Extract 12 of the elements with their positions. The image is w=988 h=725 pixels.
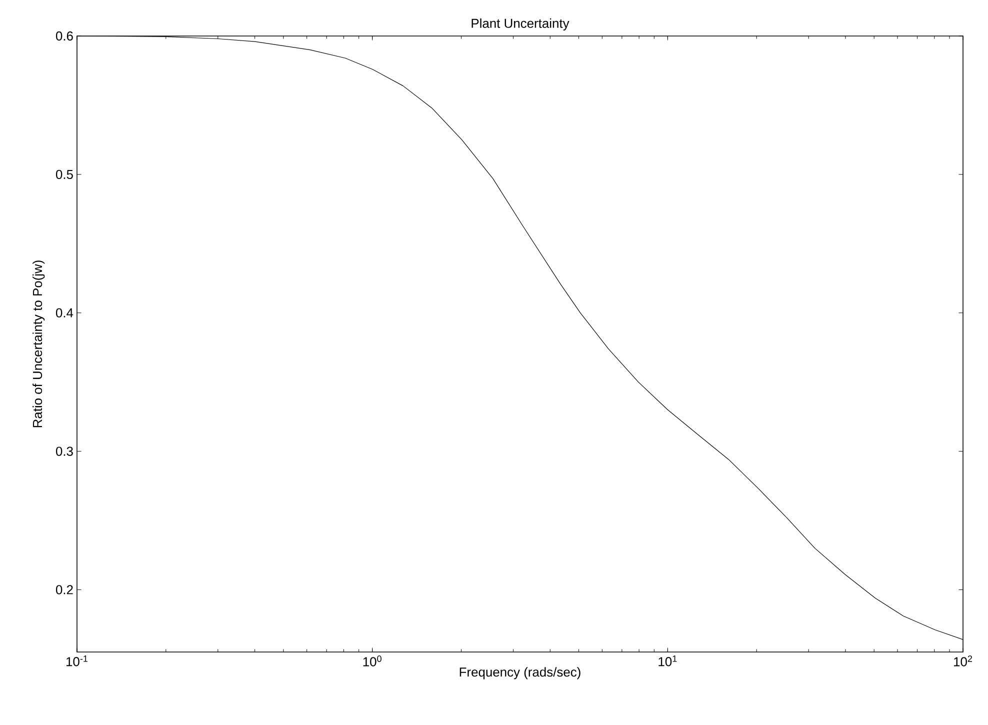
x-axis-title: Frequency (rads/sec) <box>460 667 580 680</box>
x-tick-label: 10$^{-1}$ <box>66 656 88 666</box>
y-tick-label: 0.2 <box>56 585 73 594</box>
x-tick-label: 10$^{1}$ <box>658 656 677 666</box>
y-tick-label: 0.3 <box>56 446 73 456</box>
y-axis-title: Ratio of Uncertainty to Po(jw) <box>32 260 45 428</box>
y-tick-label: 0.6 <box>56 31 73 41</box>
chart-title: Plant Uncertainty <box>472 18 570 30</box>
y-tick-label: 0.5 <box>56 170 73 180</box>
x-tick-label: 10$^{2}$ <box>954 656 972 666</box>
y-tick-label: 0.4 <box>56 308 74 318</box>
x-tick-label: 10$^{0}$ <box>363 656 382 666</box>
